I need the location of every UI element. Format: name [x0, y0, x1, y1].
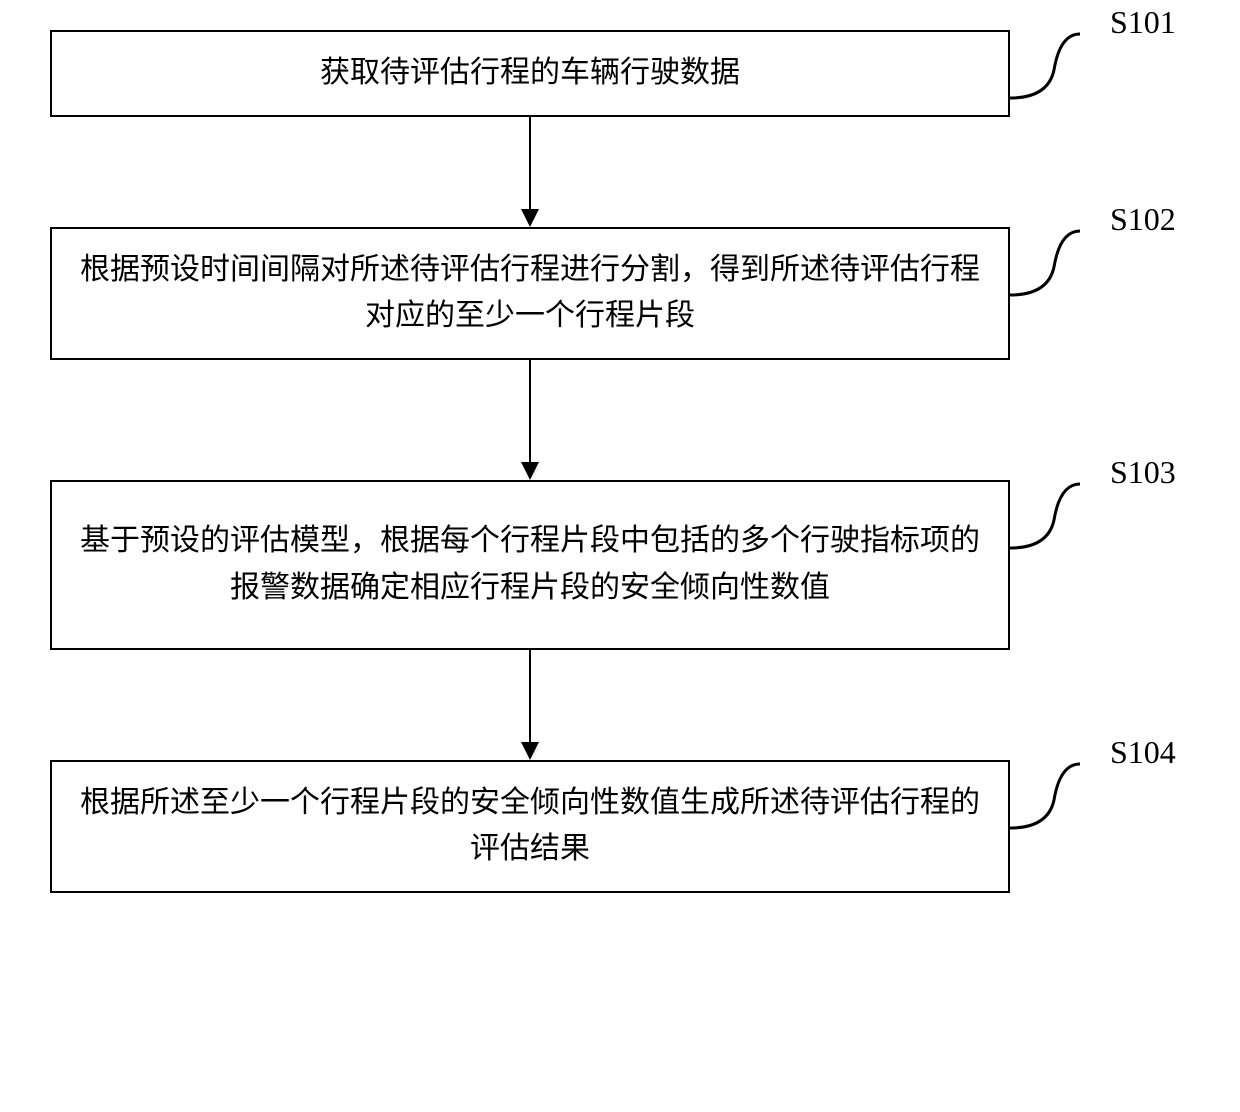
- flowchart-box: 基于预设的评估模型，根据每个行程片段中包括的多个行驶指标项的报警数据确定相应行程…: [50, 480, 1010, 650]
- step-label: S101: [1110, 4, 1176, 41]
- step-label: S103: [1110, 454, 1176, 491]
- flowchart-step: 获取待评估行程的车辆行驶数据 S101: [50, 30, 1190, 117]
- flowchart-step: 根据预设时间间隔对所述待评估行程进行分割，得到所述待评估行程对应的至少一个行程片…: [50, 227, 1190, 360]
- flowchart-box: 获取待评估行程的车辆行驶数据: [50, 30, 1010, 117]
- flowchart-step: 根据所述至少一个行程片段的安全倾向性数值生成所述待评估行程的评估结果 S104: [50, 760, 1190, 893]
- step-text: 根据预设时间间隔对所述待评估行程进行分割，得到所述待评估行程对应的至少一个行程片…: [80, 247, 980, 340]
- flowchart-arrow: [50, 650, 1010, 760]
- step-label: S104: [1110, 734, 1176, 771]
- step-label: S102: [1110, 201, 1176, 238]
- flowchart-arrow: [50, 117, 1010, 227]
- flowchart-arrow: [50, 360, 1010, 480]
- step-text: 根据所述至少一个行程片段的安全倾向性数值生成所述待评估行程的评估结果: [80, 780, 980, 873]
- flowchart-box: 根据所述至少一个行程片段的安全倾向性数值生成所述待评估行程的评估结果: [50, 760, 1010, 893]
- flowchart-box: 根据预设时间间隔对所述待评估行程进行分割，得到所述待评估行程对应的至少一个行程片…: [50, 227, 1010, 360]
- step-text: 获取待评估行程的车辆行驶数据: [320, 50, 740, 97]
- flowchart-container: 获取待评估行程的车辆行驶数据 S101 根据预设时间间隔对所述待评估行程进行分割…: [50, 30, 1190, 893]
- flowchart-step: 基于预设的评估模型，根据每个行程片段中包括的多个行驶指标项的报警数据确定相应行程…: [50, 480, 1190, 650]
- step-text: 基于预设的评估模型，根据每个行程片段中包括的多个行驶指标项的报警数据确定相应行程…: [80, 518, 980, 611]
